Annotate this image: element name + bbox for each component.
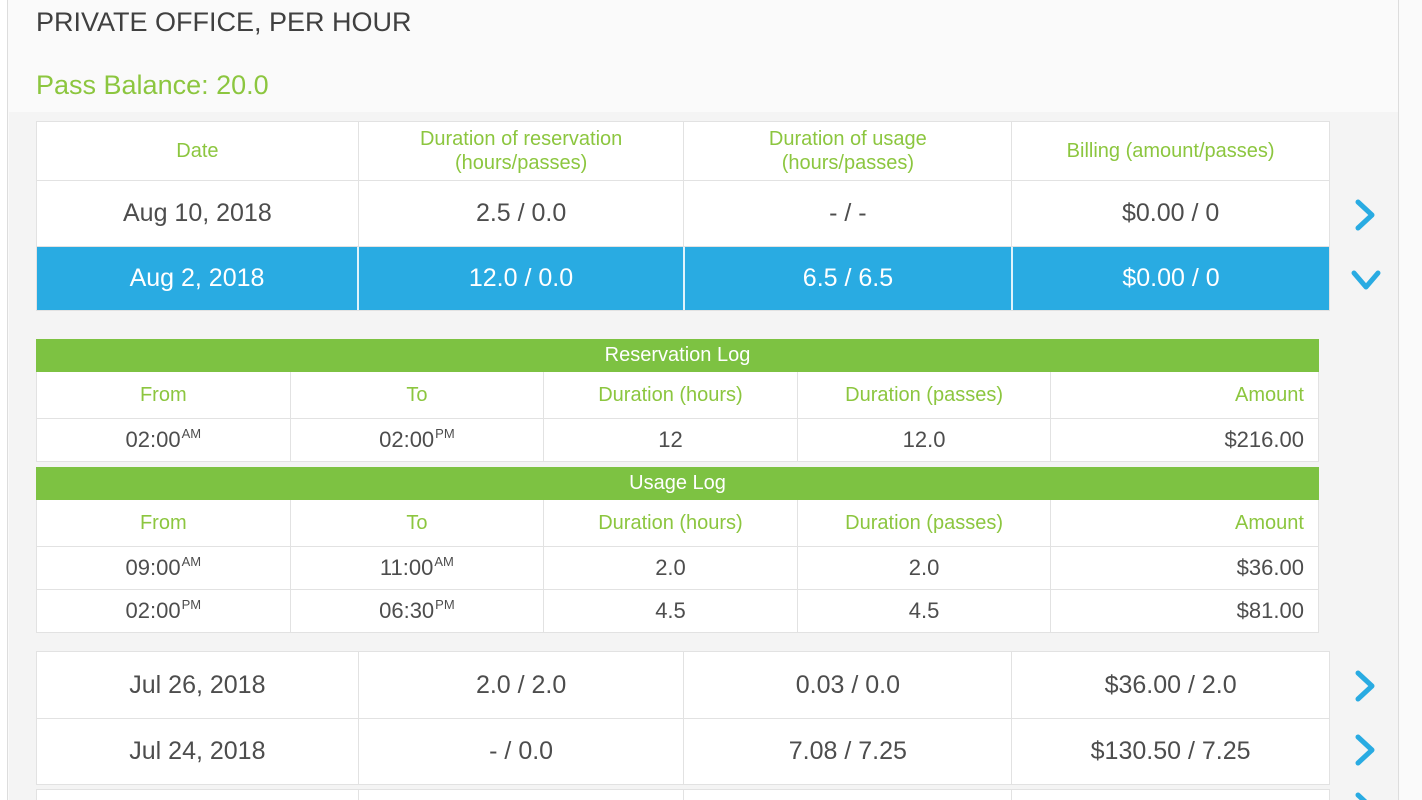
- chevron-right-icon[interactable]: [1353, 669, 1377, 703]
- log-cell-passes: 4.5: [796, 590, 1051, 632]
- usage-log-header-row: From To Duration (hours) Duration (passe…: [37, 500, 1318, 546]
- table-row-aug-2-selected[interactable]: Aug 2, 2018 12.0 / 0.0 6.5 / 6.5 $0.00 /…: [37, 246, 1329, 310]
- reservation-log-row: 02:00 AM 02:00 PM 12 12.0 $216.00: [37, 418, 1318, 461]
- log-cell-amount: $216.00: [1050, 419, 1318, 461]
- reservation-log-table: From To Duration (hours) Duration (passe…: [36, 372, 1319, 462]
- table-row-jul-26[interactable]: Jul 26, 2018 2.0 / 2.0 0.03 / 0.0 $36.00…: [37, 652, 1329, 718]
- expanded-detail-section: Reservation Log From To Duration (hours)…: [36, 339, 1319, 633]
- column-header-duration-reservation: Duration of reservation (hours/passes): [357, 122, 684, 180]
- log-cell-to: 06:30 PM: [289, 590, 544, 632]
- cell-date: Aug 10, 2018: [123, 199, 272, 227]
- cell-reservation: - / 0.0: [357, 719, 684, 784]
- log-header-duration-hours: Duration (hours): [543, 372, 797, 418]
- cell-date: Aug 2, 2018: [129, 264, 265, 292]
- cell-usage: - / -: [683, 181, 1011, 246]
- chevron-right-icon[interactable]: [1353, 198, 1377, 232]
- cell-usage: 7.08 / 7.25: [683, 719, 1011, 784]
- pass-balance-label: Pass Balance:: [36, 70, 209, 100]
- chevron-right-icon[interactable]: [1353, 733, 1377, 767]
- log-header-from: From: [139, 383, 187, 406]
- log-cell-from: 02:00 AM: [125, 425, 202, 453]
- history-table: Jul 26, 2018 2.0 / 2.0 0.03 / 0.0 $36.00…: [36, 651, 1330, 785]
- history-table-partial: [36, 789, 1330, 800]
- billing-table: Date Duration of reservation (hours/passe…: [36, 121, 1330, 311]
- pass-balance-value: 20.0: [216, 70, 269, 100]
- cell-reservation: 12.0 / 0.0: [357, 247, 683, 310]
- right-page-margin: [1398, 0, 1422, 800]
- usage-log-table: From To Duration (hours) Duration (passe…: [36, 500, 1319, 633]
- cell-billing: [1011, 790, 1329, 800]
- cell-usage: 0.03 / 0.0: [683, 652, 1011, 718]
- log-cell-hours: 2.0: [543, 547, 797, 589]
- table-row-partial[interactable]: [37, 790, 1329, 800]
- log-cell-to: 11:00 AM: [289, 547, 544, 589]
- log-cell-from: 09:00 AM: [125, 553, 202, 581]
- cell-usage: 6.5 / 6.5: [683, 247, 1011, 310]
- log-header-duration-hours: Duration (hours): [543, 500, 797, 546]
- reservation-log-header-row: From To Duration (hours) Duration (passe…: [37, 372, 1318, 418]
- cell-billing: $130.50 / 7.25: [1011, 719, 1329, 784]
- cell-billing: $0.00 / 0: [1010, 247, 1329, 310]
- column-header-duration-usage: Duration of usage (hours/passes): [683, 122, 1011, 180]
- cell-date: Jul 26, 2018: [129, 670, 266, 699]
- chevron-right-icon[interactable]: [1353, 791, 1377, 800]
- chevron-down-icon[interactable]: [1350, 268, 1382, 292]
- log-header-amount: Amount: [1050, 500, 1318, 546]
- log-header-duration-passes: Duration (passes): [796, 500, 1051, 546]
- usage-log-row: 09:00 AM 11:00 AM 2.0 2.0 $36.00: [37, 546, 1318, 589]
- left-page-margin: [0, 0, 8, 800]
- log-cell-passes: 2.0: [796, 547, 1051, 589]
- column-header-date: Date: [176, 140, 219, 162]
- log-header-amount: Amount: [1050, 372, 1318, 418]
- billing-table-header-row: Date Duration of reservation (hours/passe…: [37, 122, 1329, 180]
- log-cell-amount: $36.00: [1050, 547, 1318, 589]
- cell-date: [37, 790, 358, 800]
- log-cell-hours: 4.5: [543, 590, 797, 632]
- cell-reservation: [357, 790, 684, 800]
- pass-balance: Pass Balance: 20.0: [36, 70, 269, 101]
- log-header-duration-passes: Duration (passes): [796, 372, 1051, 418]
- log-cell-from: 02:00 PM: [125, 596, 202, 624]
- cell-billing: $0.00 / 0: [1011, 181, 1329, 246]
- cell-usage: [683, 790, 1011, 800]
- usage-log-title-bar: Usage Log: [36, 467, 1319, 500]
- log-cell-hours: 12: [543, 419, 797, 461]
- reservation-log-title-bar: Reservation Log: [36, 339, 1319, 372]
- cell-reservation: 2.5 / 0.0: [357, 181, 684, 246]
- cell-reservation: 2.0 / 2.0: [357, 652, 684, 718]
- column-header-billing: Billing (amount/passes): [1011, 122, 1329, 180]
- log-cell-amount: $81.00: [1050, 590, 1318, 632]
- table-row-aug-10[interactable]: Aug 10, 2018 2.5 / 0.0 - / - $0.00 / 0: [37, 180, 1329, 246]
- page-title: PRIVATE OFFICE, PER HOUR: [36, 7, 412, 37]
- usage-log-row: 02:00 PM 06:30 PM 4.5 4.5 $81.00: [37, 589, 1318, 632]
- log-header-to: To: [289, 500, 544, 546]
- log-cell-to: 02:00 PM: [289, 419, 544, 461]
- cell-date: Jul 24, 2018: [129, 737, 266, 765]
- log-header-to: To: [289, 372, 544, 418]
- log-cell-passes: 12.0: [796, 419, 1051, 461]
- table-row-jul-24[interactable]: Jul 24, 2018 - / 0.0 7.08 / 7.25 $130.50…: [37, 718, 1329, 784]
- log-header-from: From: [139, 511, 187, 534]
- cell-billing: $36.00 / 2.0: [1011, 652, 1329, 718]
